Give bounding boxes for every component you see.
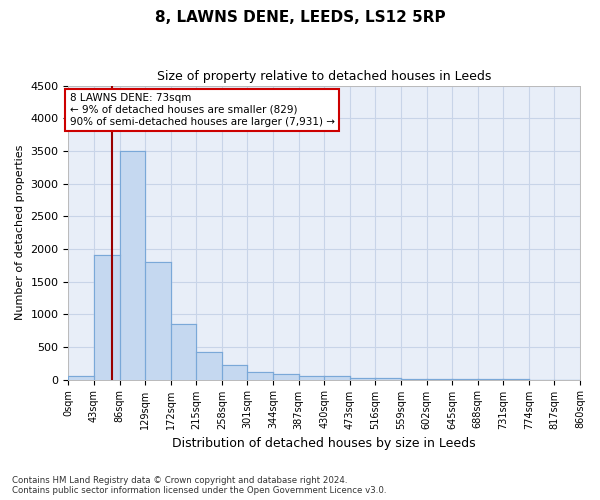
Text: Contains HM Land Registry data © Crown copyright and database right 2024.
Contai: Contains HM Land Registry data © Crown c…	[12, 476, 386, 495]
Text: 8, LAWNS DENE, LEEDS, LS12 5RP: 8, LAWNS DENE, LEEDS, LS12 5RP	[155, 10, 445, 25]
Title: Size of property relative to detached houses in Leeds: Size of property relative to detached ho…	[157, 70, 491, 83]
Text: 8 LAWNS DENE: 73sqm
← 9% of detached houses are smaller (829)
90% of semi-detach: 8 LAWNS DENE: 73sqm ← 9% of detached hou…	[70, 94, 335, 126]
Y-axis label: Number of detached properties: Number of detached properties	[15, 145, 25, 320]
X-axis label: Distribution of detached houses by size in Leeds: Distribution of detached houses by size …	[172, 437, 476, 450]
